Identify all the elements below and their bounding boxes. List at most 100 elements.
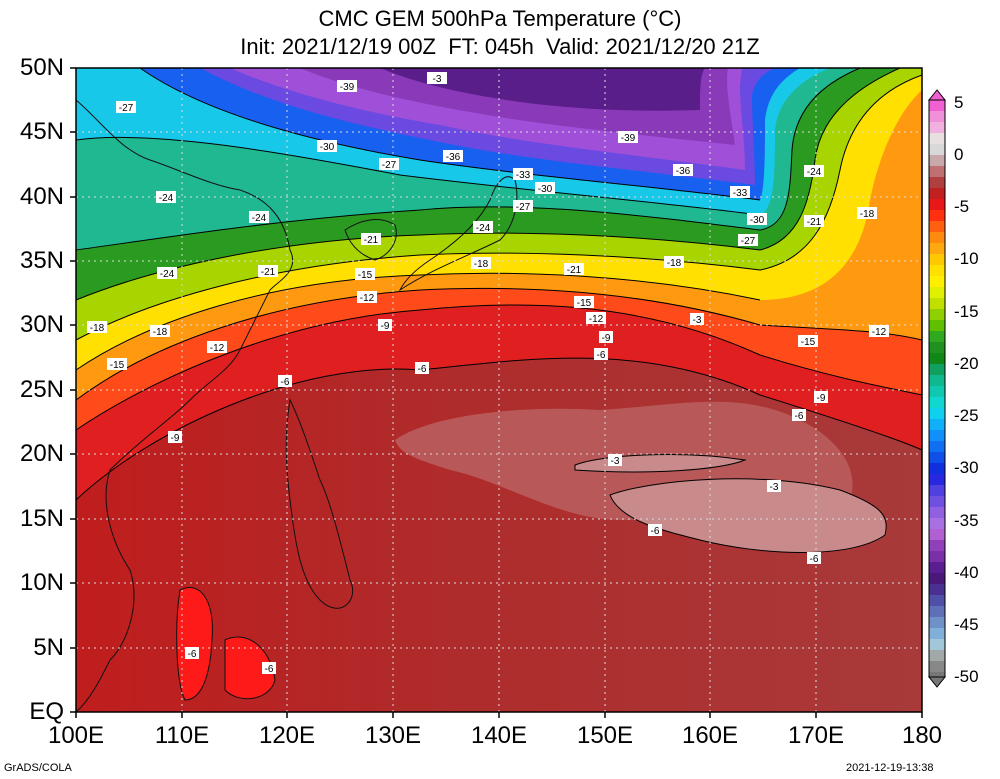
svg-text:-18: -18 bbox=[90, 323, 105, 334]
svg-text:-21: -21 bbox=[567, 265, 582, 276]
contour-label: -27 bbox=[116, 101, 136, 114]
contour-label: -33 bbox=[730, 186, 750, 199]
contour-label: -24 bbox=[804, 165, 824, 178]
svg-text:-18: -18 bbox=[667, 258, 682, 269]
footer-credit: GrADS/COLA bbox=[4, 762, 72, 774]
svg-text:-15: -15 bbox=[801, 337, 816, 348]
colorbar-label: -45 bbox=[954, 615, 979, 634]
chart-title: CMC GEM 500hPa Temperature (°C) bbox=[318, 6, 682, 31]
svg-text:-6: -6 bbox=[281, 377, 290, 388]
svg-text:-33: -33 bbox=[733, 188, 748, 199]
svg-text:-12: -12 bbox=[872, 327, 887, 338]
contour-label: -24 bbox=[156, 191, 176, 204]
colorbar-label: -20 bbox=[954, 354, 979, 373]
contour-label: -12 bbox=[869, 325, 889, 338]
contour-label: -33 bbox=[513, 168, 533, 181]
lat-label: 50N bbox=[19, 54, 64, 81]
svg-text:-21: -21 bbox=[807, 217, 822, 228]
contour-label: -3 bbox=[608, 454, 622, 467]
svg-text:-24: -24 bbox=[807, 167, 822, 178]
svg-text:-6: -6 bbox=[265, 664, 274, 675]
chart-subtitle: Init: 2021/12/19 00Z FT: 045h Valid: 202… bbox=[240, 34, 760, 59]
svg-text:-24: -24 bbox=[160, 269, 175, 280]
svg-text:-6: -6 bbox=[810, 554, 819, 565]
svg-text:-9: -9 bbox=[171, 433, 180, 444]
colorbar-label: 0 bbox=[954, 145, 964, 164]
lat-label: 5N bbox=[33, 634, 64, 661]
contour-label: -18 bbox=[471, 257, 491, 270]
colorbar-label: -25 bbox=[954, 406, 979, 425]
svg-text:-36: -36 bbox=[446, 152, 461, 163]
contour-label: -18 bbox=[857, 207, 877, 220]
svg-text:-15: -15 bbox=[110, 360, 125, 371]
contour-label: -15 bbox=[107, 358, 127, 371]
contour-label: -27 bbox=[738, 234, 758, 247]
contour-label: -30 bbox=[747, 213, 767, 226]
contour-label: -9 bbox=[378, 319, 392, 332]
svg-text:-15: -15 bbox=[358, 270, 373, 281]
contour-label: -6 bbox=[185, 647, 199, 660]
contour-label: -30 bbox=[317, 140, 337, 153]
svg-text:-21: -21 bbox=[364, 235, 379, 246]
lat-label: 25N bbox=[19, 376, 64, 403]
lon-label: 170E bbox=[787, 722, 845, 749]
colorbar-label: -30 bbox=[954, 458, 979, 477]
svg-text:-6: -6 bbox=[597, 350, 606, 361]
contour-label: -9 bbox=[814, 391, 828, 404]
contour-label: -18 bbox=[87, 321, 107, 334]
svg-text:-24: -24 bbox=[159, 193, 174, 204]
contour-label: -6 bbox=[594, 348, 608, 361]
svg-text:-24: -24 bbox=[252, 213, 267, 224]
footer-timestamp: 2021-12-19-13:38 bbox=[846, 762, 934, 774]
svg-text:-18: -18 bbox=[860, 209, 875, 220]
lat-label: 40N bbox=[19, 183, 64, 210]
lon-label: 180 bbox=[901, 722, 943, 749]
contour-label: -6 bbox=[262, 662, 276, 675]
svg-text:-21: -21 bbox=[261, 267, 276, 278]
lat-label: 15N bbox=[19, 505, 64, 532]
colorbar-label: -35 bbox=[954, 511, 979, 530]
contour-label-layer: -42-39-39-36-36-33-33-30-30-30-27-27-27-… bbox=[87, 72, 889, 675]
contour-label: -3 bbox=[690, 313, 704, 326]
svg-text:-36: -36 bbox=[676, 166, 691, 177]
contour-label: -21 bbox=[804, 215, 824, 228]
svg-text:-27: -27 bbox=[741, 236, 756, 247]
svg-text:-15: -15 bbox=[577, 298, 592, 309]
colorbar bbox=[927, 89, 947, 688]
svg-text:-27: -27 bbox=[119, 103, 134, 114]
colorbar-label: -5 bbox=[954, 197, 970, 216]
svg-text:-39: -39 bbox=[340, 82, 355, 93]
svg-text:-9: -9 bbox=[602, 333, 611, 344]
contour-label: -36 bbox=[673, 164, 693, 177]
svg-text:-27: -27 bbox=[516, 202, 531, 213]
contour-label: -6 bbox=[648, 524, 662, 537]
contour-label: -15 bbox=[574, 296, 594, 309]
contour-label: -18 bbox=[664, 256, 684, 269]
lat-label: 45N bbox=[19, 118, 64, 145]
contour-label: -3 bbox=[767, 480, 781, 493]
svg-text:-33: -33 bbox=[516, 170, 531, 181]
contour-label: -9 bbox=[168, 431, 182, 444]
lon-label: 110E bbox=[154, 722, 210, 749]
contour-label: -9 bbox=[599, 331, 613, 344]
contour-label: -18 bbox=[150, 325, 170, 338]
contour-label: -39 bbox=[337, 80, 357, 93]
svg-text:-9: -9 bbox=[817, 393, 826, 404]
lon-label: 120E bbox=[258, 722, 316, 749]
coastlines bbox=[75, 99, 518, 713]
lon-label: 150E bbox=[576, 722, 634, 749]
colorbar-label: -50 bbox=[954, 667, 979, 686]
svg-text:-6: -6 bbox=[651, 526, 660, 537]
lon-label: 160E bbox=[681, 722, 739, 749]
lon-label: 130E bbox=[364, 722, 422, 749]
contour-label: -39 bbox=[618, 131, 638, 144]
svg-text:-18: -18 bbox=[474, 259, 489, 270]
svg-text:-12: -12 bbox=[589, 314, 604, 325]
svg-text:-18: -18 bbox=[153, 327, 168, 338]
svg-text:-3: -3 bbox=[433, 74, 442, 85]
svg-text:-30: -30 bbox=[538, 184, 553, 195]
contour-label: -3 bbox=[430, 72, 444, 85]
axis-ticks bbox=[70, 67, 923, 718]
contour-label: -21 bbox=[564, 263, 584, 276]
